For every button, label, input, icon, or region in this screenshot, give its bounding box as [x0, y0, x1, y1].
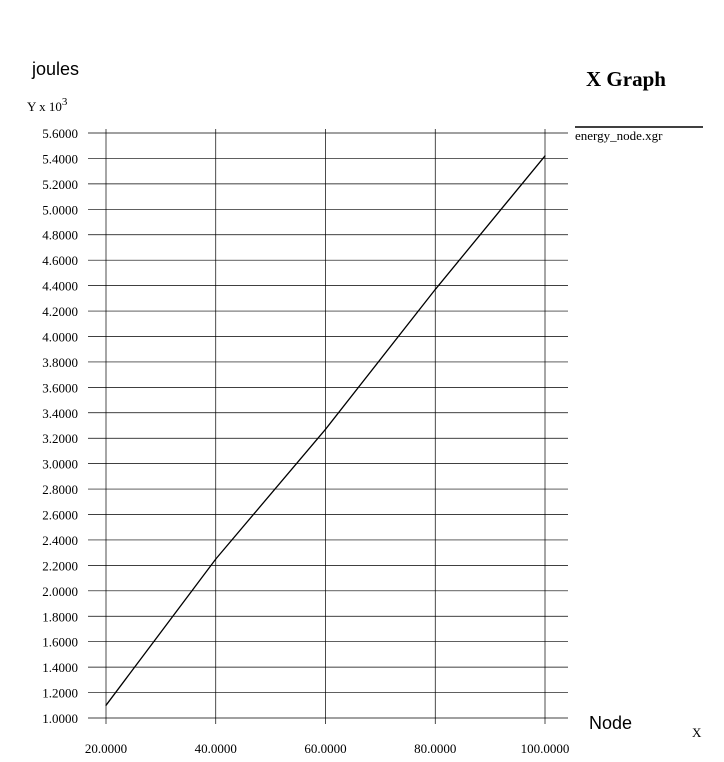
y-tick-label: 3.4000 — [42, 406, 78, 421]
x-tick-label: 40.0000 — [195, 741, 237, 756]
y-tick-label: 2.8000 — [42, 482, 78, 497]
y-tick-label: 4.6000 — [42, 253, 78, 268]
y-tick-label: 4.0000 — [42, 329, 78, 344]
x-scale-label: X — [692, 725, 702, 740]
y-tick-label: 3.6000 — [42, 380, 78, 395]
y-axis-label: joules — [31, 59, 79, 79]
data-point — [105, 704, 107, 706]
y-tick-label: 1.4000 — [42, 660, 78, 675]
x-tick-label: 100.0000 — [521, 741, 570, 756]
x-tick-label: 80.0000 — [414, 741, 456, 756]
series-layer — [105, 155, 546, 706]
data-point — [215, 558, 217, 560]
y-scale-label: Y x 103 — [27, 96, 68, 114]
y-tick-label: 1.8000 — [42, 609, 78, 624]
y-tick-label: 5.2000 — [42, 177, 78, 192]
y-tick-label: 2.4000 — [42, 533, 78, 548]
data-point — [434, 288, 436, 291]
y-tick-label: 3.2000 — [42, 431, 78, 446]
tick-labels: 1.0000 1.2000 1.4000 1.6000 1.8000 2.0000 2.20… — [42, 126, 569, 756]
grid — [88, 129, 568, 724]
y-tick-label: 2.6000 — [42, 508, 78, 523]
y-tick-label: 1.6000 — [42, 635, 78, 650]
y-tick-label: 5.6000 — [42, 126, 78, 141]
y-tick-label: 3.8000 — [42, 355, 78, 370]
y-tick-label: 3.0000 — [42, 457, 78, 472]
chart-title: X Graph — [586, 67, 666, 91]
y-tick-label: 5.0000 — [42, 202, 78, 217]
y-scale-base: Y x 10 — [27, 99, 62, 114]
x-tick-label: 60.0000 — [304, 741, 346, 756]
x-tick-label: 20.0000 — [85, 741, 127, 756]
y-scale-exponent: 3 — [62, 96, 68, 108]
data-point — [544, 155, 546, 157]
y-tick-label: 4.8000 — [42, 228, 78, 243]
y-tick-label: 1.0000 — [42, 711, 78, 726]
y-tick-label: 4.2000 — [42, 304, 78, 319]
y-tick-label: 1.2000 — [42, 686, 78, 701]
y-tick-label: 2.0000 — [42, 584, 78, 599]
y-tick-label: 4.4000 — [42, 279, 78, 294]
data-point — [324, 428, 327, 430]
legend-entry: energy_node.xgr — [575, 128, 663, 143]
y-tick-label: 5.4000 — [42, 151, 78, 166]
y-tick-label: 2.2000 — [42, 558, 78, 573]
x-axis-label: Node — [589, 713, 632, 733]
